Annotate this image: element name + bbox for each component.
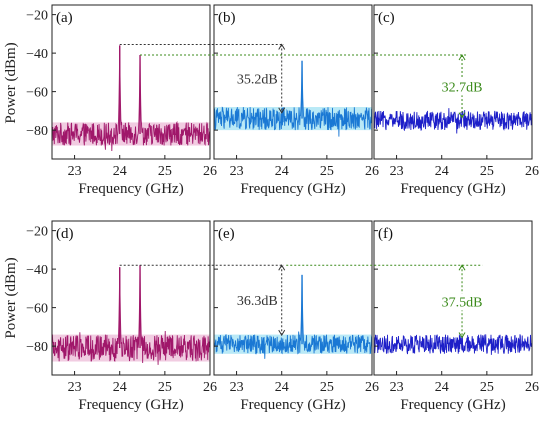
- x-axis-label: Frequency (GHz): [240, 397, 345, 413]
- panel-label: (c): [378, 10, 395, 26]
- annotation-arrowhead-bottom: [278, 329, 286, 337]
- x-tick-label: 25: [158, 380, 172, 395]
- spectrum-trace: [214, 60, 372, 137]
- annotation-arrowhead-bottom: [458, 332, 466, 339]
- annotation-arrowhead-bottom: [458, 112, 466, 119]
- panel-label: (e): [218, 226, 235, 242]
- panel-label: (b): [218, 10, 236, 26]
- annotation-arrowhead-top: [458, 54, 466, 61]
- x-tick-label: 24: [275, 164, 289, 179]
- spectrum-trace: [374, 334, 532, 355]
- panel-d: 23 24 25 26 −20 −40 −60 −80 Frequency (GHz) (d): [26, 220, 217, 413]
- x-tick-label: 25: [480, 380, 494, 395]
- y-tick-label: −60: [26, 302, 48, 317]
- spectrum-trace: [214, 274, 372, 359]
- panel-label: (a): [56, 10, 73, 26]
- plot-frame: [51, 4, 211, 160]
- annotation-label: 37.5dB: [442, 295, 483, 310]
- plot-frame: [51, 220, 211, 376]
- annotation-arrowhead-bottom: [278, 107, 286, 114]
- x-tick-label: 25: [320, 164, 334, 179]
- x-axis-label: Frequency (GHz): [78, 397, 183, 413]
- x-tick-label: 24: [275, 380, 289, 395]
- annotation-label: 32.7dB: [442, 80, 483, 95]
- plot-frame: [213, 4, 373, 160]
- x-tick-label: 26: [365, 164, 379, 179]
- spectrum-trace: [374, 108, 532, 134]
- y-tick-label: −80: [26, 340, 48, 355]
- annotation-label: 36.3dB: [237, 294, 278, 309]
- x-tick-label: 26: [525, 380, 539, 395]
- panel-f: 23 24 25 26 Frequency (GHz) (f) 37.5dB: [373, 220, 539, 413]
- x-tick-label: 24: [435, 164, 449, 179]
- y-tick-label: −20: [26, 225, 48, 240]
- annotation-bg: [438, 293, 487, 311]
- panel-b: 23 24 25 26 Frequency (GHz) (b) 35.2dB: [213, 4, 379, 197]
- y-tick-label: −20: [26, 9, 48, 24]
- x-tick-label: 26: [525, 164, 539, 179]
- x-tick-label: 23: [230, 164, 244, 179]
- annotation-label: 35.2dB: [237, 73, 278, 88]
- plot-frame: [373, 220, 533, 376]
- x-tick-label: 24: [113, 164, 127, 179]
- panel-label: (d): [56, 226, 74, 242]
- annotation-arrowhead-top: [458, 264, 466, 271]
- y-tick-label: −40: [26, 47, 48, 62]
- x-tick-label: 24: [435, 380, 449, 395]
- panel-e: 23 24 25 26 Frequency (GHz) (e) 36.3dB: [213, 220, 379, 413]
- x-axis-label: Frequency (GHz): [400, 397, 505, 413]
- x-tick-label: 23: [68, 164, 82, 179]
- x-tick-label: 23: [390, 164, 404, 179]
- x-axis-label: Frequency (GHz): [78, 181, 183, 197]
- y-tick-label: −60: [26, 86, 48, 101]
- spectrum-trace: [52, 265, 210, 365]
- plot-frame: [213, 220, 373, 376]
- panel-label: (f): [378, 226, 393, 242]
- panel-a: 23 24 25 26 −20 −40 −60 −80 Frequency (GHz) (a): [26, 4, 217, 197]
- y-axis-label-bottom: Power (dBm): [3, 257, 19, 338]
- x-tick-label: 26: [203, 380, 217, 395]
- x-tick-label: 26: [203, 164, 217, 179]
- x-tick-label: 25: [320, 380, 334, 395]
- x-tick-label: 23: [390, 380, 404, 395]
- y-axis-label-top: Power (dBm): [3, 42, 19, 123]
- x-tick-label: 24: [113, 380, 127, 395]
- annotation-bg: [438, 78, 487, 96]
- x-tick-label: 25: [480, 164, 494, 179]
- spectrum-trace: [52, 45, 210, 151]
- y-tick-label: −40: [26, 263, 48, 278]
- x-tick-label: 25: [158, 164, 172, 179]
- x-tick-label: 26: [365, 380, 379, 395]
- x-axis-label: Frequency (GHz): [240, 181, 345, 197]
- y-tick-label: −80: [26, 124, 48, 139]
- x-tick-label: 23: [68, 380, 82, 395]
- x-tick-label: 23: [230, 380, 244, 395]
- plot-frame: [373, 4, 533, 160]
- panel-c: 23 24 25 26 Frequency (GHz) (c) 32.7dB: [373, 4, 539, 197]
- x-axis-label: Frequency (GHz): [400, 181, 505, 197]
